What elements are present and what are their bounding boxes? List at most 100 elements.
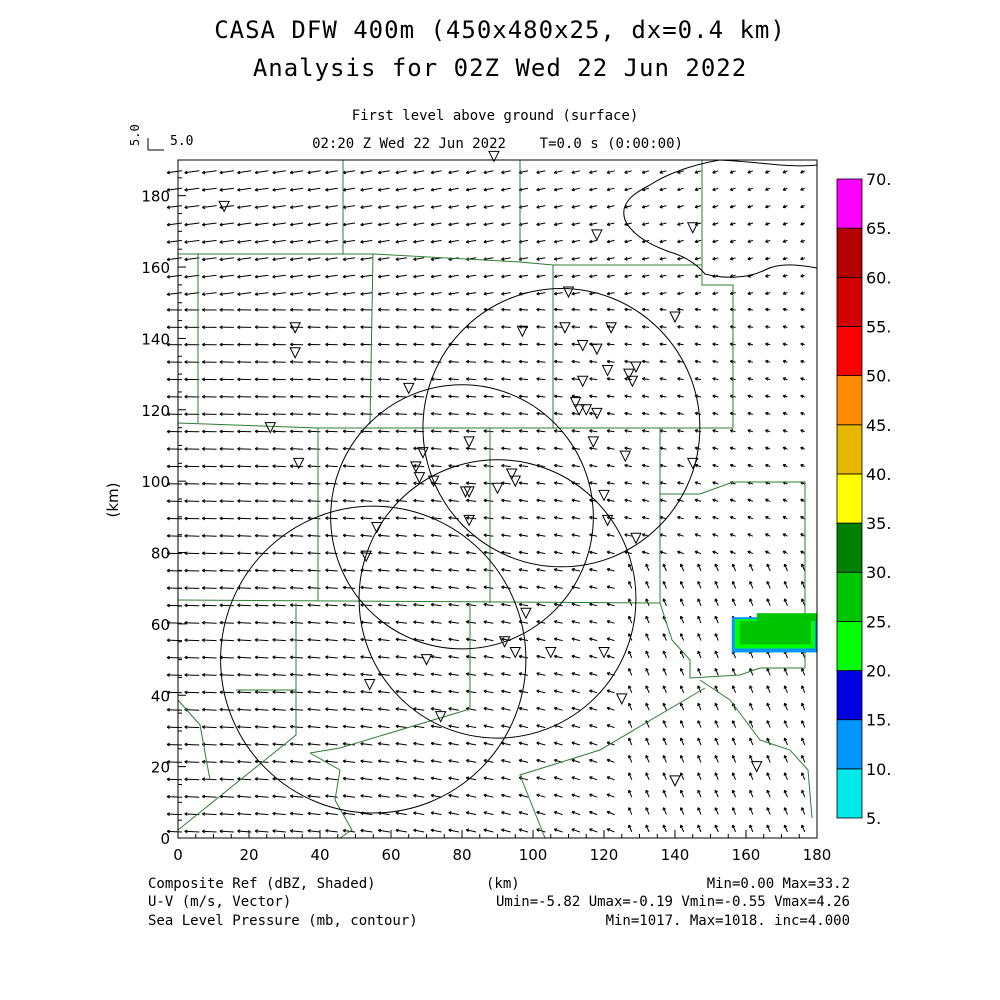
wind-vector [413,187,425,192]
y-tick-label: 120 [141,402,170,420]
colorbar-swatch [836,522,863,573]
wind-vector [765,307,771,312]
plot-frame [177,159,818,839]
wind-vector [677,239,684,244]
wind-vector [747,170,754,174]
wind-vector [783,668,788,676]
wind-vector [714,772,719,780]
wind-vector [465,377,477,381]
wind-vector [395,759,407,763]
wind-vector [237,394,252,399]
wind-vector [518,585,529,590]
wind-vector [714,650,719,659]
wind-vector [765,550,771,555]
wind-vector [395,689,407,694]
wind-vector [589,689,598,694]
wind-vector [272,829,286,833]
wind-vector [712,325,719,329]
wind-vector [184,481,200,486]
wind-vector [782,239,788,243]
wind-vector [395,602,407,607]
wind-vector [325,585,338,590]
wind-vector [254,325,269,330]
wind-vector [202,812,217,816]
wind-vector [289,620,304,625]
wind-vector [589,672,598,676]
wind-vector [448,377,459,381]
wind-vector [501,689,511,694]
wind-vector [518,637,529,642]
wind-vector [662,685,667,693]
wind-vector [219,187,234,192]
wind-vector [483,568,494,572]
wind-vector [589,377,598,381]
wind-vector [659,481,667,485]
wind-vector [747,446,754,451]
wind-vector [272,811,286,816]
wind-vector [360,585,373,590]
wind-vector [571,187,581,192]
wind-vector [731,824,737,833]
wind-vector [325,342,338,347]
wind-vector [645,702,650,711]
wind-vector [184,360,200,364]
wind-vector [677,429,684,433]
wind-vector [641,274,650,278]
wind-vector [697,702,702,711]
wind-vector [679,755,685,763]
wind-vector [237,794,252,799]
wind-vector [254,292,269,296]
wind-vector [448,394,459,399]
range-rings [220,287,701,814]
wind-vector [518,342,529,347]
radar-site-marker [686,457,699,470]
county-line [177,599,661,604]
wind-vector [342,498,356,503]
wind-vector [536,602,546,607]
wind-vector [645,807,650,815]
wind-vector [662,789,667,798]
wind-vector [342,811,356,816]
colorbar-swatch [836,178,863,229]
wind-vector [589,481,598,485]
wind-vector [395,307,407,312]
wind-vector [395,793,407,798]
wind-vector [202,551,217,556]
wind-vector [430,325,442,329]
wind-vector [571,758,581,763]
wind-vector [184,638,200,643]
wind-vector [377,377,390,382]
wind-vector [589,187,598,192]
wind-vector [448,724,459,729]
wind-vector [518,498,529,503]
wind-vector [553,533,563,537]
wind-vector [237,585,252,590]
wind-vector [166,760,183,764]
wind-vector [202,620,217,625]
wind-vector [645,563,650,572]
wind-vector [448,291,459,296]
radar-site-marker [292,457,305,470]
wind-vector [606,170,615,174]
wind-vector [413,811,425,816]
wind-vector [166,673,183,677]
wind-vector [448,411,459,416]
wind-vector [289,292,304,296]
wind-vector [325,359,338,364]
wind-vector [747,411,754,416]
wind-vector [201,187,217,192]
wind-vector [518,810,529,816]
wind-vector [413,411,425,416]
wind-vector [289,759,304,764]
wind-vector [360,498,373,503]
wind-vector [571,533,580,537]
wind-vector [395,325,407,329]
wind-vector [272,638,286,642]
y-axis: 0 20 40 60 80 100 120 140 160 180 [141,159,186,848]
wind-vector [325,724,338,729]
wind-vector [659,550,667,555]
wind-vector [254,672,269,677]
wind-vector [677,377,684,381]
wind-vector [536,325,546,329]
colorbar-swatch [836,424,863,475]
